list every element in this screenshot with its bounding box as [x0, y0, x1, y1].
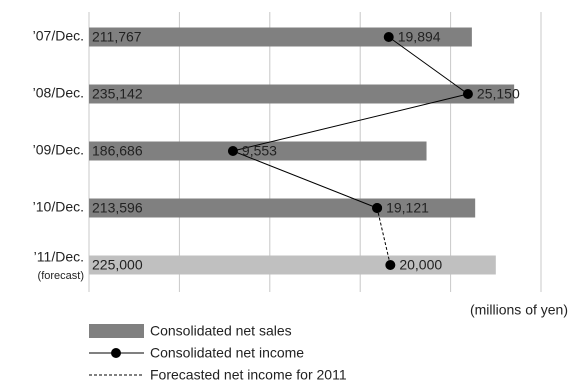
income-marker: [385, 260, 396, 270]
bar: [89, 27, 472, 47]
income-marker: [462, 89, 473, 99]
category-label: ’10/Dec.: [33, 199, 84, 215]
income-marker: [383, 32, 394, 42]
income-marker: [372, 203, 383, 213]
bar-value-label: 211,767: [92, 29, 142, 45]
bar-value-label: 225,000: [92, 257, 143, 273]
income-value-label: 19,894: [398, 29, 441, 45]
bar: [89, 141, 427, 161]
bar-value-label: 213,596: [92, 200, 143, 216]
category-label: ’08/Dec.: [33, 85, 84, 101]
legend-label: Consolidated net sales: [150, 323, 292, 339]
category-label: ’07/Dec.: [33, 28, 84, 44]
income-value-label: 20,000: [399, 257, 442, 273]
legend-marker: [111, 348, 121, 358]
bar-value-label: 186,686: [92, 143, 143, 159]
forecast-note: (forecast): [38, 270, 84, 282]
unit-label: (millions of yen): [470, 302, 568, 318]
legend-swatch: [89, 324, 144, 338]
category-label: ’11/Dec.: [34, 249, 84, 265]
legend-label: Consolidated net income: [150, 345, 304, 361]
income-value-label: 25,150: [477, 86, 520, 102]
bar: [89, 255, 496, 275]
bar: [89, 84, 515, 104]
category-label: ’09/Dec.: [33, 142, 84, 158]
bar-value-label: 235,142: [92, 86, 143, 102]
income-value-label: 19,121: [386, 200, 429, 216]
income-marker: [227, 146, 238, 156]
legend-label: Forecasted net income for 2011: [150, 367, 347, 383]
income-value-label: 9,553: [242, 143, 277, 159]
income-line: [231, 36, 470, 209]
